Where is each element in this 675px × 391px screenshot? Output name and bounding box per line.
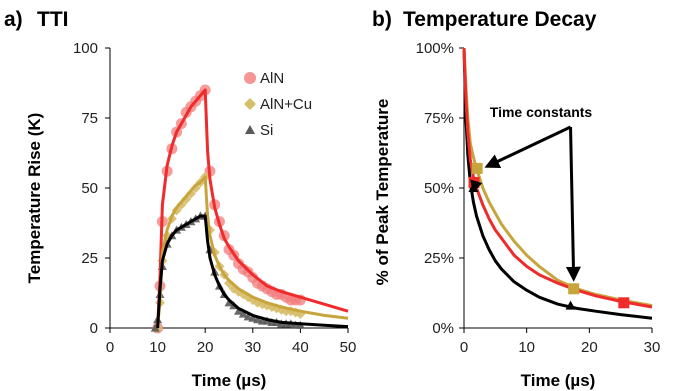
panel-a-x-tick-label: 30 <box>244 339 261 356</box>
panel-a-legend-marker-aln <box>244 72 256 84</box>
panel-a-x-tick-label: 0 <box>106 339 114 356</box>
panel-b-aln-cu-time-constant-marker <box>471 162 483 174</box>
panel-b-annotation-arrow <box>484 125 572 169</box>
panel-b-annotation-arrow <box>470 179 483 194</box>
panel-a-legend-label-si: Si <box>260 122 273 139</box>
panel-b-axes: 0 10 20 30 0% 25% 50% 75% 100% <box>416 40 661 356</box>
panel-b-si-decay-line <box>462 47 653 320</box>
panel-a-si-data-point <box>234 306 244 315</box>
panel-a-tti: a) TTI Temperature Rise (K) Time (µs) 0 1… <box>4 8 356 390</box>
panel-a-y-tick-label: 100 <box>73 40 98 57</box>
panel-b-si-time-constant-markers <box>468 183 576 310</box>
panel-b-x-tick-label: 0 <box>460 339 468 356</box>
panel-b-aln-time-constant-markers <box>468 176 630 309</box>
panel-a-legend-marker-si <box>245 125 255 134</box>
panel-a-x-tick-label: 50 <box>340 339 357 356</box>
panel-a-si-data-point <box>224 298 234 307</box>
panel-a-axes: 0 10 20 30 40 50 0 25 50 75 100 <box>73 40 356 356</box>
panel-a-si-data-point <box>238 309 248 318</box>
panel-b-x-tick-label: 10 <box>518 339 535 356</box>
panel-b-y-tick-label: 75% <box>424 110 454 127</box>
panel-b-y-tick-label: 50% <box>424 180 454 197</box>
panel-b-x-axis-label: Time (µs) <box>521 371 596 390</box>
panel-b-x-tick-label: 20 <box>581 339 598 356</box>
panel-a-label: a) <box>4 8 23 31</box>
panel-a-legend-marker-aln-cu <box>244 98 256 110</box>
panel-b-aln-time-constant-marker <box>618 297 630 309</box>
panel-b-x-tick-label: 30 <box>644 339 661 356</box>
panel-a-x-tick-label: 40 <box>292 339 309 356</box>
panel-b-aln-cu-time-constant-marker <box>568 283 580 295</box>
panel-a-y-tick-label: 50 <box>81 180 98 197</box>
panel-a-aln-cu-data-point <box>176 199 187 210</box>
panel-a-y-tick-label: 75 <box>81 110 98 127</box>
panel-a-legend-label-aln-cu: AlN+Cu <box>260 96 312 113</box>
panel-a-aln-cu-data-point <box>181 194 192 205</box>
panel-a-aln-cu-data-point <box>190 183 201 193</box>
panel-b-annotation: Time constants <box>470 104 593 282</box>
panel-a-x-tick-label: 20 <box>197 339 214 356</box>
panel-b-y-axis-label: % of Peak Temperature <box>373 99 392 286</box>
panel-a-x-tick-label: 10 <box>149 339 166 356</box>
panel-b-y-tick-label: 0% <box>432 320 454 337</box>
panel-b-si-time-constant-marker <box>565 300 576 310</box>
panel-a-aln-fit-line <box>156 88 349 329</box>
panel-a-y-tick-label: 0 <box>90 320 98 337</box>
panel-b-plot-area <box>462 47 653 320</box>
panel-b-aln-cu-time-constant-markers <box>471 162 580 295</box>
panel-a-title: TTI <box>37 8 69 31</box>
panel-a-aln-cu-fit-line <box>156 175 349 329</box>
panel-b-aln-decay-line <box>462 47 653 309</box>
panel-a-plot-area <box>150 84 349 334</box>
panel-b-annotation-text: Time constants <box>490 104 593 120</box>
panel-a-aln-cu-data-point <box>185 188 196 199</box>
panel-b-aln-cu-decay-line <box>462 47 653 308</box>
panel-a-y-tick-label: 25 <box>81 250 98 267</box>
panel-b-y-tick-label: 100% <box>416 40 454 57</box>
panel-a-si-fit-line <box>156 214 349 329</box>
panel-a-si-data-point <box>150 323 160 332</box>
panel-b-title: Temperature Decay <box>403 8 597 31</box>
panel-a-x-axis-label: Time (µs) <box>192 371 267 390</box>
panel-a-legend-label-aln: AlN <box>260 70 284 87</box>
panel-a-y-axis-label: Temperature Rise (K) <box>25 113 44 284</box>
panel-b-annotation-arrow <box>565 126 581 282</box>
panel-b-label: b) <box>372 8 392 31</box>
panel-b-y-tick-label: 25% <box>424 250 454 267</box>
panel-b-temperature-decay: b) Temperature Decay % of Peak Temperatu… <box>372 8 660 390</box>
panel-a-legend: AlN AlN+Cu Si <box>244 70 312 139</box>
